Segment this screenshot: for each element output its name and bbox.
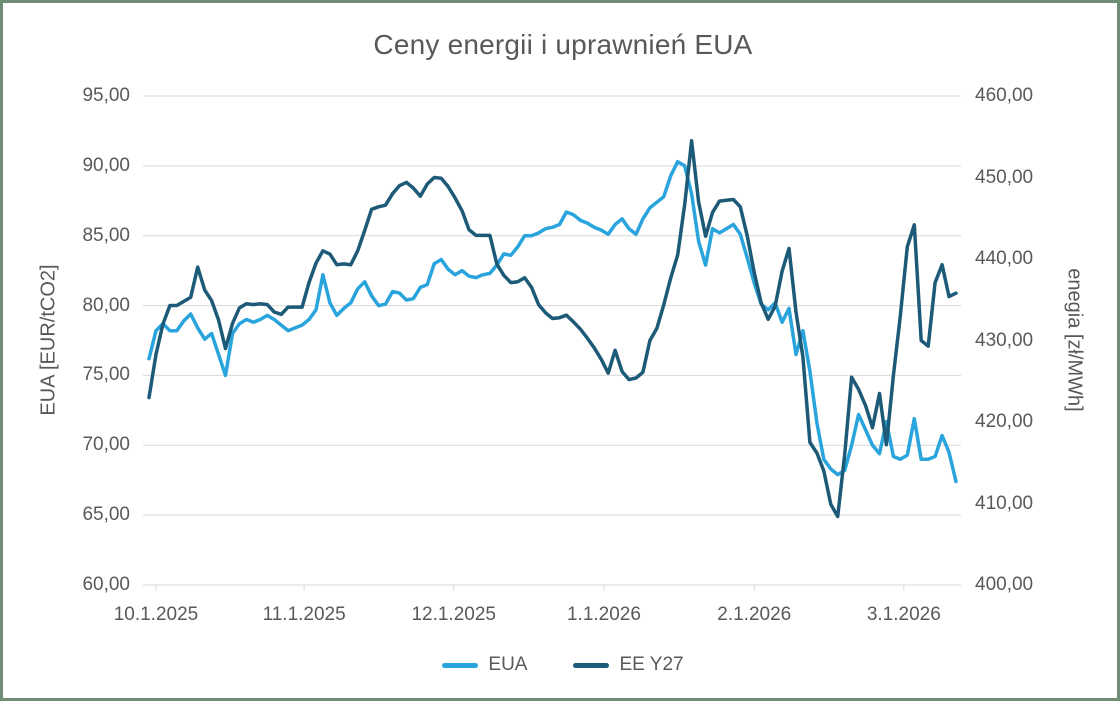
left-axis-tick-label: 65,00 — [82, 504, 130, 526]
eua-line-swatch — [442, 662, 479, 668]
x-axis-tick-label: 11.1.2025 — [262, 604, 346, 625]
legend-item-eua: EUA — [442, 654, 527, 676]
right-axis-tick-label: 440,00 — [975, 248, 1034, 269]
left-axis-tick-label: 75,00 — [82, 364, 130, 386]
series-line-ee-y27 — [147, 139, 958, 519]
legend-item-ee-y27: EE Y27 — [573, 654, 684, 676]
right-axis-tick-label: 420,00 — [975, 411, 1034, 432]
left-axis-tick-label: 90,00 — [82, 154, 130, 176]
left-axis-tick-label: 85,00 — [82, 224, 130, 246]
right-axis-tick-label: 460,00 — [975, 85, 1034, 106]
left-axis-tick-label: 60,00 — [82, 574, 130, 595]
chart-title: Ceny energii i uprawnień EUA — [373, 29, 753, 60]
ee-y27-line-swatch — [573, 662, 610, 668]
x-axis-tick-label: 3.1.2026 — [866, 604, 941, 625]
left-axis-tick-label: 70,00 — [82, 434, 130, 456]
legend: EUA EE Y27 — [3, 649, 1117, 681]
x-axis-tick-label: 1.1.2026 — [566, 604, 641, 625]
left-axis-tick-label: 95,00 — [82, 85, 130, 106]
plot-area — [143, 95, 961, 591]
right-axis-tick-label: 410,00 — [975, 492, 1034, 514]
x-axis-tick-label: 12.1.2025 — [411, 604, 496, 625]
legend-label-eua: EUA — [488, 654, 528, 675]
series-line-eua — [147, 159, 958, 484]
x-axis-tick-label: 2.1.2026 — [717, 604, 792, 625]
left-axis-tick-label: 80,00 — [82, 294, 130, 316]
right-axis-tick-label: 430,00 — [975, 329, 1034, 351]
legend-label-ee-y27: EE Y27 — [619, 654, 684, 675]
right-axis-tick-label: 450,00 — [975, 166, 1034, 188]
x-axis-tick-label: 10.1.2025 — [113, 604, 199, 625]
right-axis-tick-label: 400,00 — [975, 574, 1034, 595]
